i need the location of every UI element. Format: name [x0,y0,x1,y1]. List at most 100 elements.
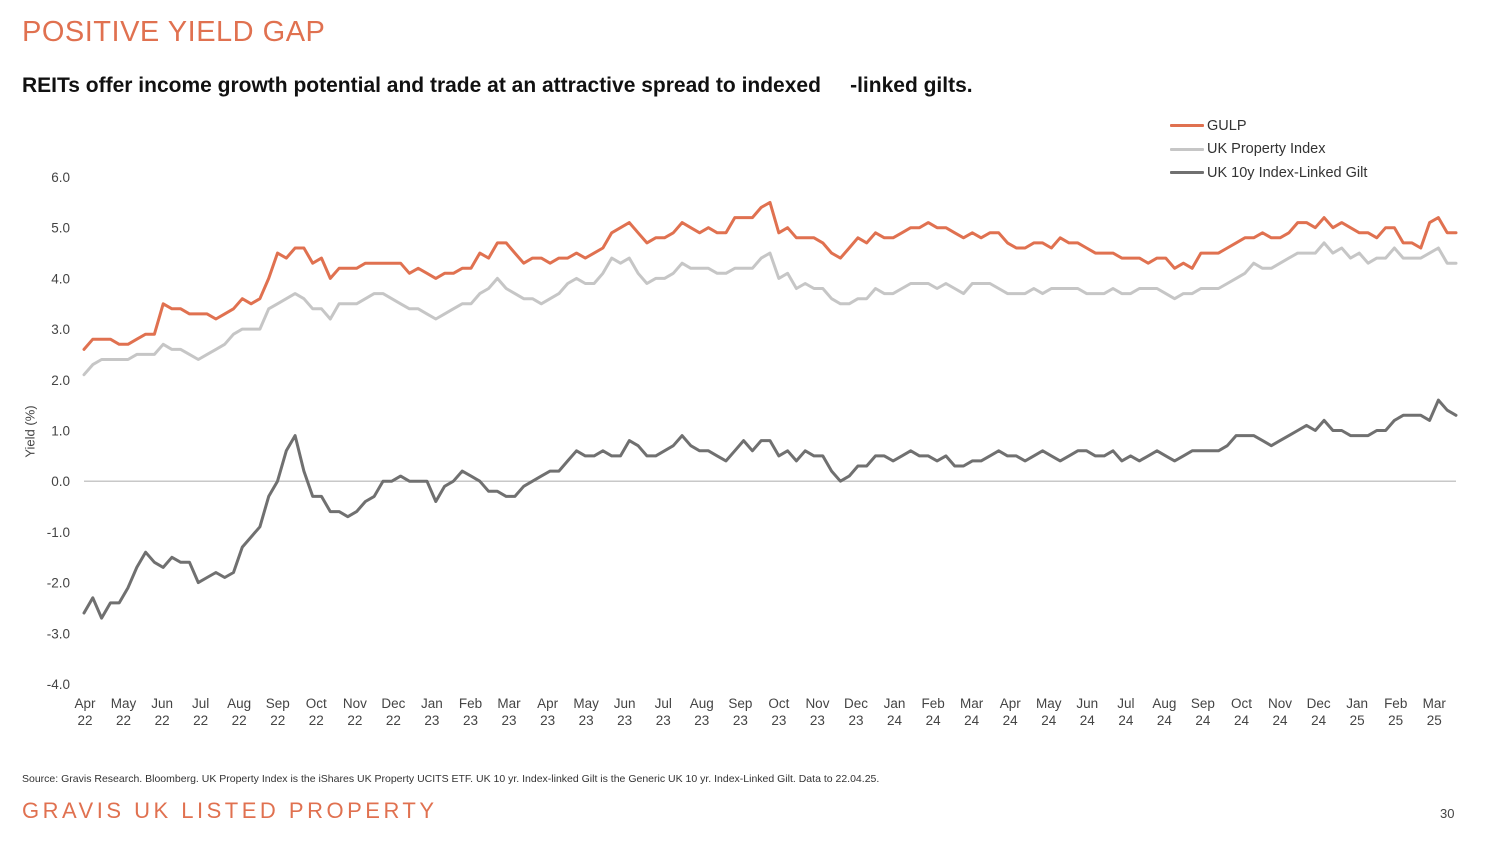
x-tick-month: Dec [1307,696,1331,711]
x-tick-year: 24 [1157,713,1173,728]
x-tick-month: Sep [1191,696,1215,711]
x-tick-year: 22 [347,713,362,728]
x-tick-year: 22 [309,713,324,728]
x-tick-month: Sep [728,696,752,711]
y-tick-label: -3.0 [47,626,70,641]
y-tick-label: 1.0 [51,424,70,439]
x-tick-month: Aug [690,696,714,711]
x-tick-year: 25 [1350,713,1365,728]
x-tick-year: 24 [887,713,903,728]
x-tick-year: 24 [1234,713,1250,728]
x-tick-year: 23 [656,713,671,728]
x-tick-month: May [111,696,137,711]
series-lines [82,200,1458,620]
x-tick-month: Jan [884,696,906,711]
page-subtitle: REITs offer income growth potential and … [22,74,973,97]
x-tick-year: 23 [694,713,709,728]
y-tick-label: 5.0 [51,221,70,236]
x-tick-month: Jun [151,696,173,711]
x-tick-month: Jan [421,696,443,711]
x-tick-year: 23 [424,713,439,728]
x-tick-month: Nov [343,696,367,711]
legend-label-uk-property-index: UK Property Index [1207,141,1326,158]
x-tick-year: 24 [1118,713,1134,728]
footer-brand: GRAVIS UK LISTED PROPERTY [22,798,438,823]
x-tick-year: 24 [1311,713,1327,728]
x-tick-year: 23 [463,713,478,728]
chart-legend: GULP UK Property Index UK 10y Index-Link… [1170,114,1367,185]
legend-label-index-linked-gilt: UK 10y Index-Linked Gilt [1207,164,1368,181]
x-tick-month: Aug [227,696,251,711]
source-note: Source: Gravis Research. Bloomberg. UK P… [22,773,880,785]
x-tick-month: Jan [1346,696,1368,711]
x-tick-month: Apr [1000,696,1022,711]
x-tick-month: Mar [960,696,984,711]
x-tick-year: 23 [540,713,555,728]
x-tick-year: 24 [1080,713,1096,728]
x-tick-year: 24 [926,713,942,728]
legend-item-gulp: GULP [1170,114,1367,138]
x-axis-ticks: Apr 22 May 22 Jun 22 Jul 22 Aug 22 Sep 22 Oct 22 Nov 22… [74,696,1446,728]
x-tick-year: 24 [1273,713,1289,728]
x-tick-month: May [1036,696,1062,711]
x-tick-month: Mar [1423,696,1447,711]
page-title: POSITIVE YIELD GAP [22,16,326,48]
y-tick-label: -4.0 [47,677,70,692]
legend-swatch-gulp [1170,124,1204,128]
x-tick-year: 24 [964,713,980,728]
x-tick-year: 22 [116,713,131,728]
x-tick-month: Sep [266,696,290,711]
legend-label-gulp: GULP [1207,117,1247,134]
x-tick-year: 22 [77,713,92,728]
x-tick-month: Jul [1117,696,1134,711]
x-tick-year: 22 [193,713,208,728]
y-tick-label: 0.0 [51,474,70,489]
x-tick-month: Feb [921,696,944,711]
y-tick-label: 3.0 [51,322,70,337]
y-tick-label: -2.0 [47,576,70,591]
series-line-uk-10y-index-linked-gilt [82,398,1458,620]
page-number: 30 [1440,806,1455,821]
legend-item-uk-property-index: UK Property Index [1170,138,1367,162]
x-tick-year: 23 [579,713,594,728]
x-tick-month: Mar [497,696,521,711]
y-tick-label: -1.0 [47,525,70,540]
y-tick-label: 4.0 [51,271,70,286]
x-tick-month: Jul [192,696,209,711]
x-tick-month: Oct [768,696,789,711]
x-tick-month: Feb [459,696,482,711]
x-tick-month: May [573,696,599,711]
x-tick-month: Oct [1231,696,1252,711]
x-tick-month: Feb [1384,696,1407,711]
x-tick-month: Apr [74,696,96,711]
x-tick-month: Jun [614,696,636,711]
legend-swatch-index-linked-gilt [1170,171,1204,175]
x-tick-year: 23 [617,713,632,728]
x-tick-year: 24 [1041,713,1057,728]
x-tick-month: Apr [537,696,559,711]
x-tick-year: 23 [810,713,825,728]
x-tick-month: Oct [306,696,327,711]
x-tick-year: 25 [1388,713,1403,728]
legend-swatch-uk-property-index [1170,147,1204,151]
x-tick-year: 22 [270,713,285,728]
x-tick-year: 22 [232,713,247,728]
legend-item-index-linked-gilt: UK 10y Index-Linked Gilt [1170,161,1367,185]
x-tick-month: Nov [1268,696,1292,711]
x-tick-month: Aug [1152,696,1176,711]
y-axis-ticks: 6.0 5.0 4.0 3.0 2.0 1.0 0.0 -1.0 -2.0 -3.0 -4.0 [47,170,70,692]
x-tick-year: 23 [771,713,786,728]
x-tick-year: 24 [1195,713,1211,728]
x-tick-year: 22 [155,713,170,728]
x-tick-year: 25 [1427,713,1442,728]
y-tick-label: 6.0 [51,170,70,185]
x-tick-month: Jun [1076,696,1098,711]
y-axis-label: Yield (%) [22,405,38,458]
y-tick-label: 2.0 [51,373,70,388]
x-tick-year: 23 [848,713,863,728]
series-line-uk-property-index [82,241,1458,377]
x-tick-month: Dec [381,696,405,711]
x-tick-month: Nov [805,696,829,711]
series-line-gulp [82,200,1458,351]
